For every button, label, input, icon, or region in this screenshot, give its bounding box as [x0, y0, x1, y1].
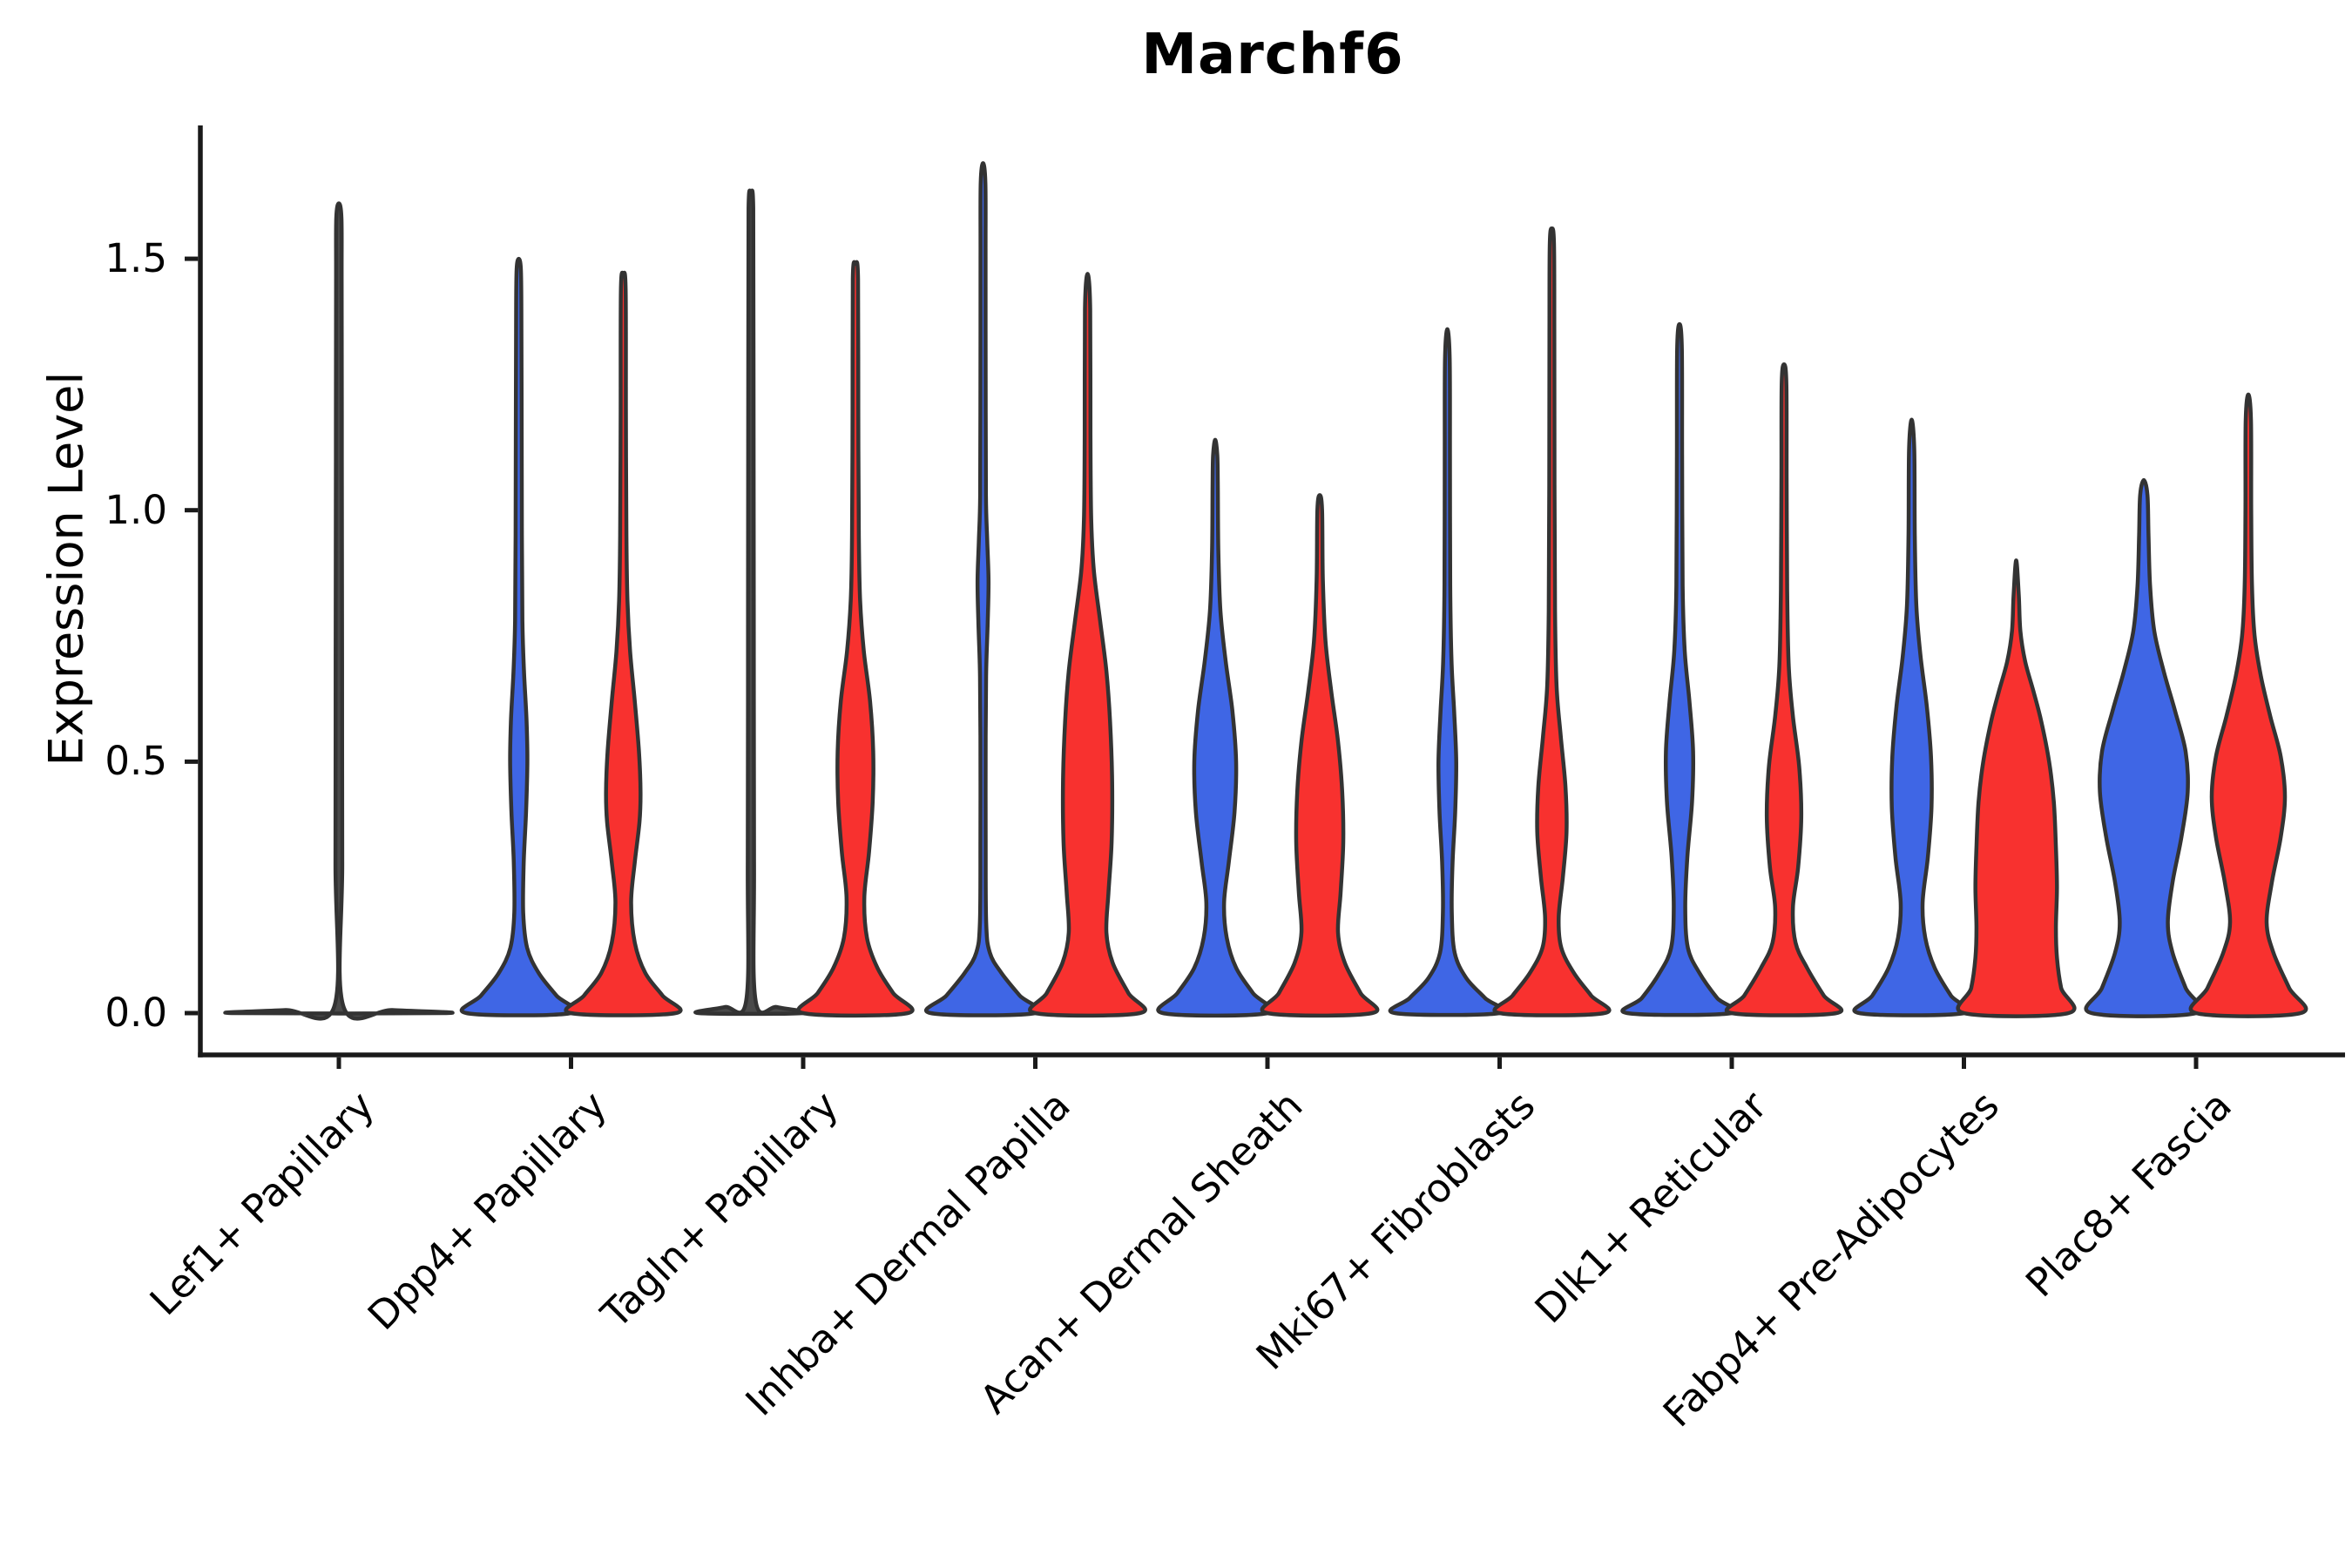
violin-acan-dermal-sheath-red [1260, 493, 1380, 1018]
violin-tagln-papillary-red [796, 260, 915, 1018]
y-tick-label-1.0: 1.0 [105, 486, 167, 533]
violin-acan-dermal-sheath-blue [1156, 437, 1274, 1018]
y-axis-label: Expression Level [38, 371, 94, 767]
violin-dlk1-reticular-red [1724, 362, 1844, 1017]
violin-dlk1-reticular-blue [1620, 321, 1739, 1017]
y-tick-label-1.5: 1.5 [105, 235, 167, 282]
y-tick-label-0.5: 0.5 [105, 738, 167, 785]
violin-plac8-fascia-red [2188, 392, 2308, 1018]
plot-title: Marchf6 [1141, 23, 1404, 87]
violin-plac8-fascia-blue [2084, 477, 2204, 1018]
violin-fabp4-pre-adipocytes-blue [1852, 417, 1971, 1017]
violin-mki67-fibroblasts-red [1492, 226, 1612, 1017]
violin-tagln-papillary-collapsed [693, 188, 808, 1017]
violin-lef1-papillary-collapsed-center [223, 201, 455, 1021]
violin-inhba-dermal-papilla-red [1028, 272, 1147, 1018]
y-tick-label-0.0: 0.0 [105, 990, 167, 1036]
violin-inhba-dermal-papilla-blue [923, 161, 1043, 1017]
violin-dpp4-papillary-red [564, 270, 683, 1017]
violin-mki67-fibroblasts-blue [1388, 327, 1507, 1017]
violin-fabp4-pre-adipocytes-red [1956, 558, 2077, 1018]
violin-dpp4-papillary-blue [459, 256, 578, 1017]
